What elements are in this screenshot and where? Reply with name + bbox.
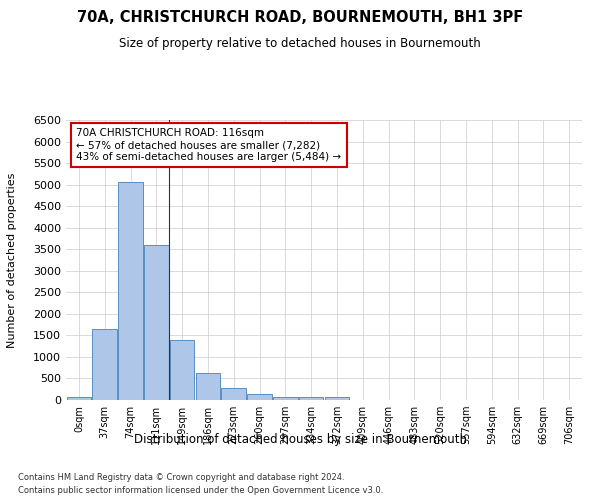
Bar bbox=[67, 397, 91, 400]
Bar bbox=[299, 398, 323, 400]
Bar bbox=[92, 330, 117, 400]
Bar bbox=[144, 245, 169, 400]
Bar bbox=[325, 398, 349, 400]
Bar bbox=[170, 340, 194, 400]
Text: 70A CHRISTCHURCH ROAD: 116sqm
← 57% of detached houses are smaller (7,282)
43% o: 70A CHRISTCHURCH ROAD: 116sqm ← 57% of d… bbox=[76, 128, 341, 162]
Bar bbox=[221, 388, 246, 400]
Text: Distribution of detached houses by size in Bournemouth: Distribution of detached houses by size … bbox=[133, 432, 467, 446]
Text: Size of property relative to detached houses in Bournemouth: Size of property relative to detached ho… bbox=[119, 38, 481, 51]
Bar bbox=[273, 396, 298, 400]
Text: Contains HM Land Registry data © Crown copyright and database right 2024.: Contains HM Land Registry data © Crown c… bbox=[18, 472, 344, 482]
Text: 70A, CHRISTCHURCH ROAD, BOURNEMOUTH, BH1 3PF: 70A, CHRISTCHURCH ROAD, BOURNEMOUTH, BH1… bbox=[77, 10, 523, 25]
Bar bbox=[118, 182, 143, 400]
Text: Contains public sector information licensed under the Open Government Licence v3: Contains public sector information licen… bbox=[18, 486, 383, 495]
Bar bbox=[247, 394, 272, 400]
Bar bbox=[196, 374, 220, 400]
Y-axis label: Number of detached properties: Number of detached properties bbox=[7, 172, 17, 348]
